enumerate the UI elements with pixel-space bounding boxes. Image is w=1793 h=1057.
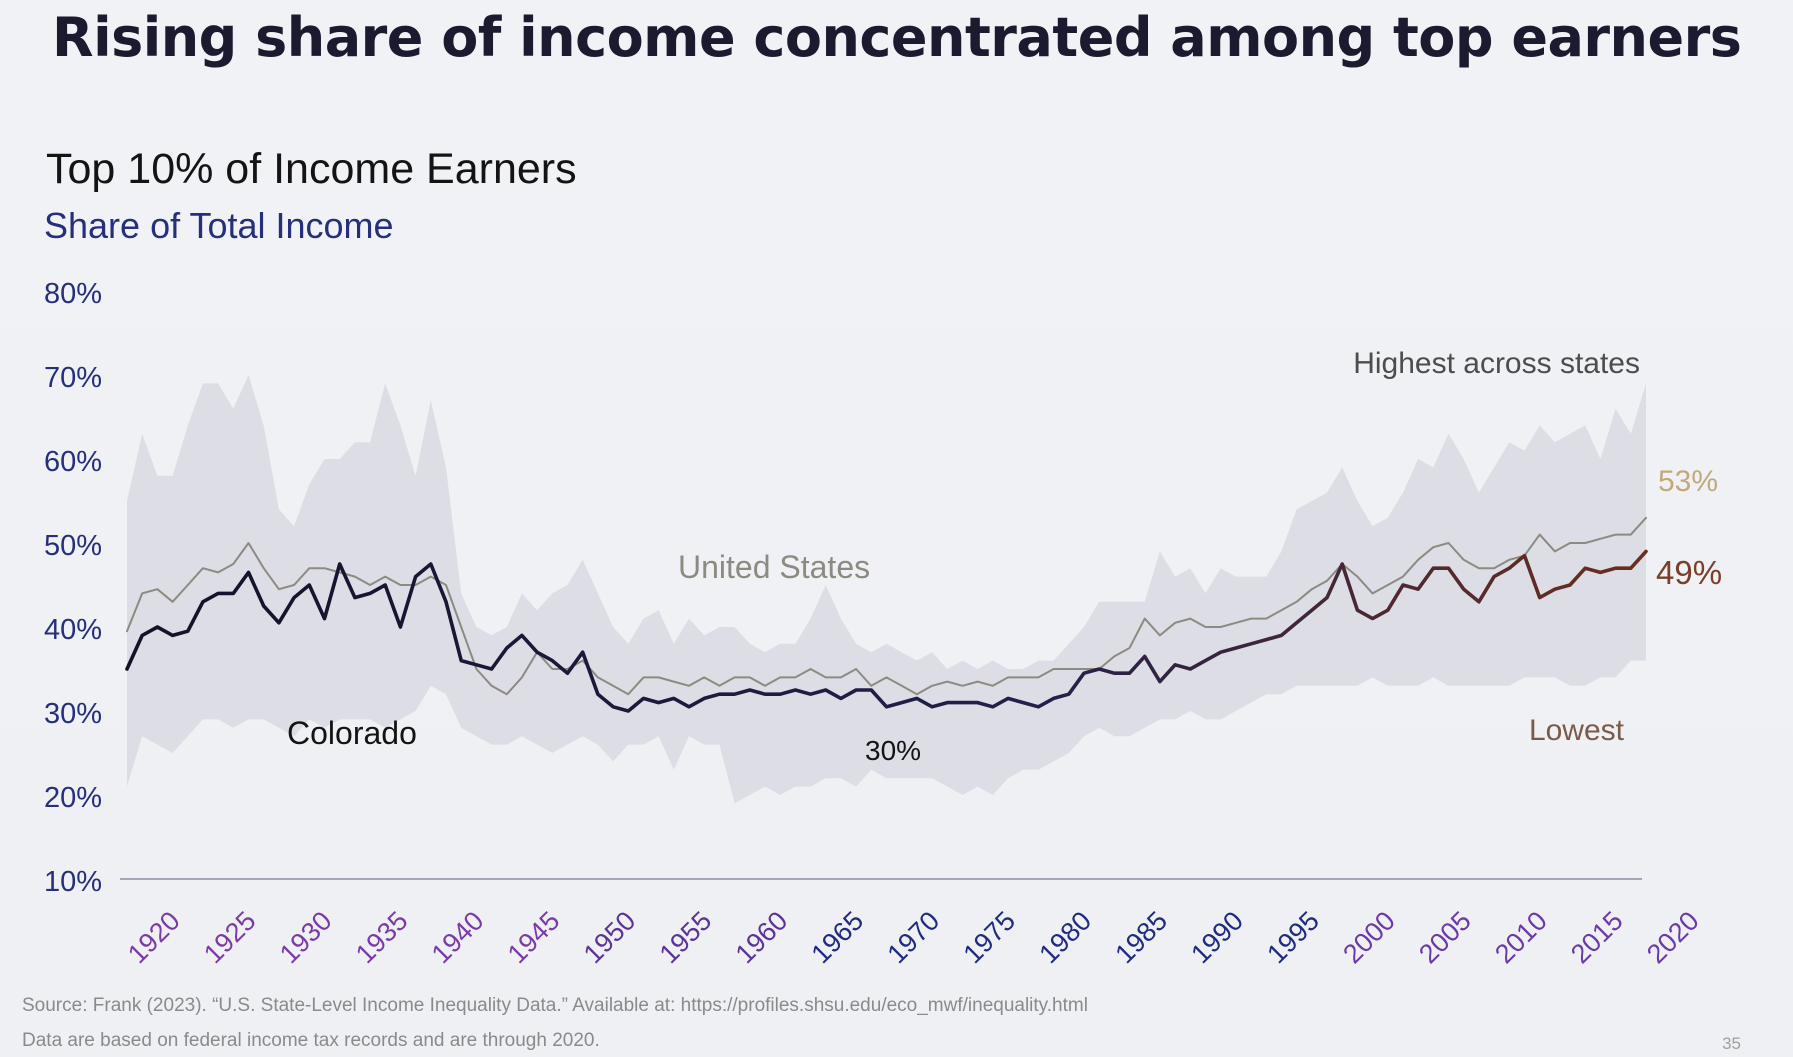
chart-title: Top 10% of Income Earners: [46, 145, 577, 193]
x-tick-label: 2000: [1337, 906, 1401, 970]
annotation-lowest: Lowest: [1529, 714, 1625, 747]
x-tick-label: 1940: [426, 906, 490, 970]
y-tick-label: 10%: [44, 866, 102, 898]
data-note: Data are based on federal income tax rec…: [22, 1030, 600, 1051]
y-tick-label: 70%: [44, 362, 102, 394]
y-tick-label: 80%: [44, 278, 102, 310]
annotation-min: 30%: [865, 735, 921, 766]
x-tick-label: 2020: [1641, 906, 1705, 970]
annotation-us: United States: [678, 549, 870, 585]
x-tick-label: 1985: [1109, 906, 1173, 970]
x-tick-label: 1970: [882, 906, 946, 970]
united-states-line: [126, 516, 1647, 696]
annotation-co: Colorado: [287, 715, 417, 751]
y-tick-label: 30%: [44, 698, 102, 730]
annotation-us_end: 53%: [1658, 465, 1718, 498]
y-tick-label: 50%: [44, 530, 102, 562]
source-note: Source: Frank (2023). “U.S. State-Level …: [22, 995, 1088, 1016]
colorado-line: [125, 549, 1648, 713]
x-tick-label: 1995: [1261, 906, 1325, 970]
x-tick-label: 1955: [654, 906, 718, 970]
x-tick-label: 1960: [730, 906, 794, 970]
range-band-area: [127, 375, 1646, 804]
slide-title: Rising share of income concentrated amon…: [52, 6, 1742, 69]
y-tick-label: 40%: [44, 614, 102, 646]
x-tick-label: 1935: [350, 906, 414, 970]
x-tick-label: 1980: [1033, 906, 1097, 970]
y-axis-label: Share of Total Income: [44, 205, 394, 246]
y-tick-label: 20%: [44, 782, 102, 814]
x-tick-label: 2010: [1489, 906, 1553, 970]
x-tick-label: 2015: [1565, 906, 1629, 970]
x-tick-label: 1930: [274, 906, 338, 970]
annotation-highest: Highest across states: [1353, 347, 1640, 380]
x-tick-label: 1945: [502, 906, 566, 970]
page-number: 35: [1722, 1034, 1741, 1053]
x-tick-label: 1990: [1185, 906, 1249, 970]
x-tick-label: 2005: [1413, 906, 1477, 970]
x-tick-label: 1950: [578, 906, 642, 970]
y-tick-label: 60%: [44, 446, 102, 478]
x-tick-label: 1925: [198, 906, 262, 970]
x-tick-label: 1965: [806, 906, 870, 970]
annotation-co_end: 49%: [1656, 554, 1722, 591]
x-tick-label: 1975: [957, 906, 1021, 970]
x-tick-label: 1920: [122, 906, 186, 970]
